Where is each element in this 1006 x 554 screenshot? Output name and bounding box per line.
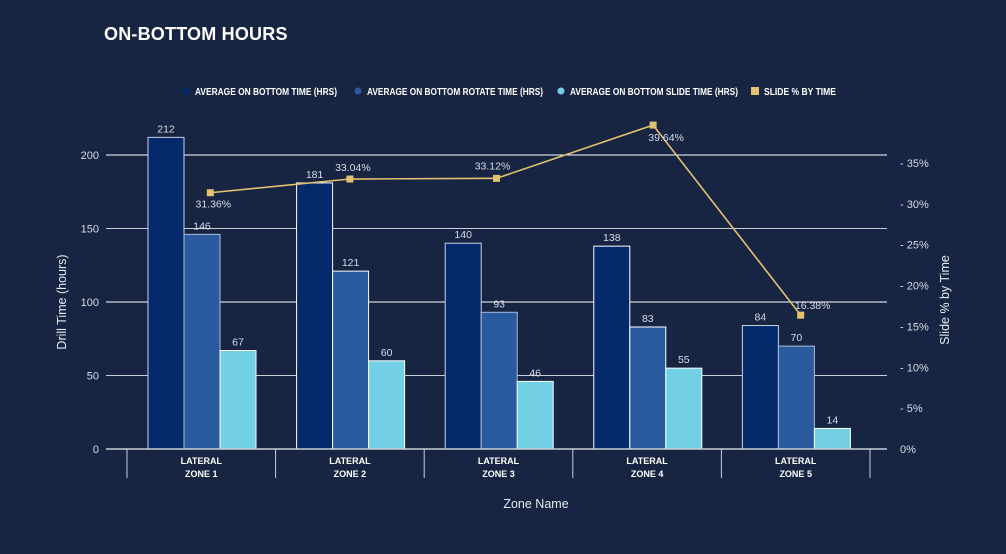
bar-value-label: 146: [193, 220, 211, 232]
y-tick-label: 50: [87, 371, 99, 383]
bar-value-label: 140: [454, 229, 472, 241]
bar-value-label: 138: [603, 232, 621, 244]
bar-value-label: 181: [306, 169, 324, 181]
bar-value-label: 67: [232, 337, 244, 349]
x-category-label: LATERAL: [181, 456, 223, 466]
x-axis-title: Zone Name: [503, 497, 568, 511]
x-category-label: ZONE 5: [779, 469, 812, 479]
bar-value-label: 212: [157, 123, 175, 135]
x-category-label: ZONE 3: [482, 469, 515, 479]
bar-value-label: 121: [342, 257, 360, 269]
x-category-label: LATERAL: [329, 456, 371, 466]
bar-1: [593, 245, 631, 450]
y2-tick-label: - 10%: [900, 362, 929, 374]
slide-pct-marker: [797, 311, 805, 319]
bar-value-label: 93: [493, 298, 505, 310]
legend-label: AVERAGE ON BOTTOM ROTATE TIME (HRS): [367, 86, 543, 98]
y2-tick-label: - 30%: [900, 199, 929, 211]
legend-label: AVERAGE ON BOTTOM TIME (HRS): [195, 86, 337, 98]
x-category-label: LATERAL: [626, 456, 668, 466]
bar-2: [480, 311, 518, 450]
y2-tick-label: - 5%: [900, 403, 923, 415]
chart-title: ON-BOTTOM HOURS: [104, 24, 288, 44]
y-tick-label: 100: [81, 297, 99, 309]
bar-value-label: 14: [827, 414, 839, 426]
y2-tick-label: - 15%: [900, 321, 929, 333]
line-value-label: 33.12%: [475, 160, 511, 172]
legend-marker-square: [751, 87, 759, 95]
x-category-label: ZONE 1: [185, 469, 218, 479]
x-category-label: ZONE 2: [334, 469, 367, 479]
legend-label: SLIDE % BY TIME: [764, 86, 836, 98]
y2-tick-label: - 35%: [900, 158, 929, 170]
bar-1: [147, 136, 185, 450]
bar-3: [368, 360, 406, 450]
bar-3: [219, 350, 257, 450]
slide-pct-marker: [493, 174, 500, 182]
legend-marker-circle: [557, 87, 565, 95]
slide-pct-marker: [346, 175, 354, 183]
y2-tick-label: - 20%: [900, 281, 929, 293]
bar-value-label: 83: [642, 313, 654, 325]
y2-axis-title: Slide % by Time: [938, 255, 952, 345]
bar-1: [444, 242, 482, 450]
legend-label: AVERAGE ON BOTTOM SLIDE TIME (HRS): [570, 86, 738, 98]
bar-value-label: 46: [529, 367, 541, 379]
bar-value-label: 70: [791, 332, 803, 344]
bar-value-label: 60: [381, 347, 393, 359]
slide-pct-marker: [206, 189, 214, 197]
bar-3: [665, 367, 703, 450]
line-value-label: 33.04%: [335, 162, 371, 174]
y2-tick-label: - 25%: [900, 240, 929, 252]
bar-2: [629, 326, 667, 450]
line-value-label: 16.38%: [795, 300, 831, 312]
y2-tick-label: 0%: [900, 444, 916, 456]
x-category-label: LATERAL: [478, 456, 520, 466]
x-category-label: ZONE 4: [631, 469, 664, 479]
bar-1: [296, 182, 334, 450]
line-value-label: 39.64%: [648, 132, 684, 144]
y-axis-title: Drill Time (hours): [55, 254, 69, 349]
bar-2: [332, 270, 370, 450]
bar-3: [516, 380, 554, 450]
bar-2: [183, 233, 221, 450]
legend-marker-circle: [354, 87, 362, 95]
legend-marker-circle: [182, 87, 190, 95]
slide-pct-marker: [649, 121, 657, 129]
bar-2: [777, 345, 815, 450]
line-value-label: 31.36%: [195, 199, 231, 211]
bar-value-label: 84: [755, 312, 767, 324]
bar-3: [813, 427, 851, 450]
bar-value-label: 55: [678, 354, 690, 366]
bar-1: [741, 325, 779, 450]
y-tick-label: 150: [81, 224, 99, 236]
y-tick-label: 0: [93, 444, 99, 456]
y-tick-label: 200: [81, 150, 99, 162]
x-category-label: LATERAL: [775, 456, 817, 466]
